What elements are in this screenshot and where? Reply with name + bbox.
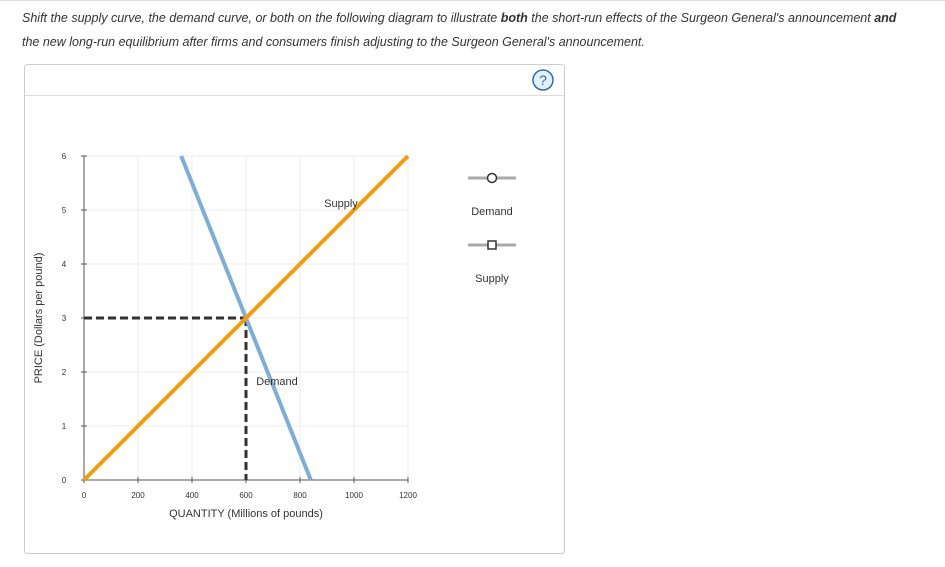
- x-tick-label: 600: [239, 491, 253, 500]
- legend-marker[interactable]: [486, 172, 498, 184]
- text: Shift the supply curve, the demand curve…: [22, 11, 501, 25]
- text: the short-run effects of the Surgeon Gen…: [527, 11, 875, 25]
- divider: [0, 0, 945, 1]
- y-tick-label: 2: [62, 368, 67, 377]
- help-icon-text[interactable]: ?: [539, 72, 547, 88]
- y-tick-label: 4: [62, 260, 67, 269]
- x-tick-label: 200: [131, 491, 145, 500]
- x-tick-label: 0: [82, 491, 87, 500]
- emphasis: both: [500, 11, 528, 25]
- y-tick-label: 3: [62, 314, 67, 323]
- legend-marker[interactable]: [487, 240, 497, 250]
- legend-label: Supply: [475, 273, 509, 285]
- instructions: Shift the supply curve, the demand curve…: [22, 6, 902, 54]
- x-tick-label: 1200: [399, 491, 417, 500]
- x-tick-label: 800: [293, 491, 307, 500]
- curve[interactable]: [82, 154, 410, 482]
- curve-label: Demand: [256, 376, 298, 388]
- x-tick-label: 1000: [345, 491, 363, 500]
- y-tick-label: 1: [62, 422, 67, 431]
- curve-label: Supply: [324, 198, 358, 210]
- help-icon[interactable]: [532, 69, 554, 91]
- y-axis-label: PRICE (Dollars per pound): [33, 253, 45, 384]
- y-tick-label: 0: [62, 476, 67, 485]
- x-axis-label: QUANTITY (Millions of pounds): [169, 508, 323, 520]
- x-tick-label: 400: [185, 491, 199, 500]
- y-tick-label: 6: [62, 152, 67, 161]
- y-tick-label: 5: [62, 206, 67, 215]
- legend-label: Demand: [471, 206, 513, 218]
- text: the new long-run equilibrium after firms…: [22, 35, 645, 49]
- graph-panel: [24, 64, 565, 554]
- emphasis: and: [874, 11, 897, 25]
